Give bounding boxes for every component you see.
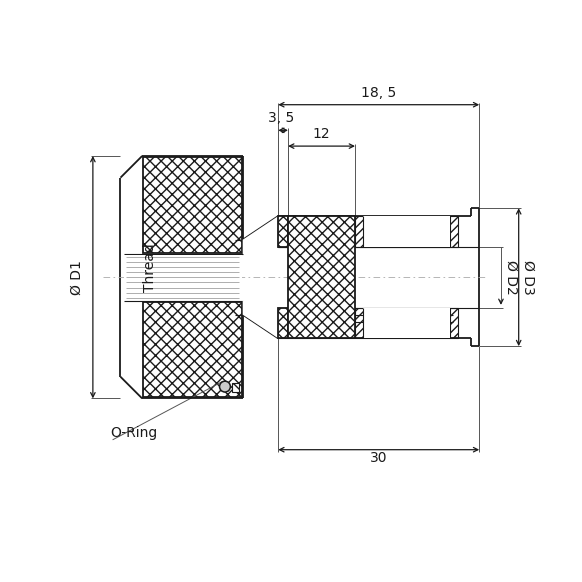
Bar: [232, 383, 239, 392]
Bar: [278, 216, 288, 247]
Text: Ø D3: Ø D3: [521, 260, 535, 294]
Bar: [278, 216, 457, 247]
Bar: [125, 254, 242, 300]
Text: Ø D2: Ø D2: [504, 260, 518, 294]
Polygon shape: [243, 216, 278, 254]
Bar: [143, 302, 242, 398]
Text: 3, 5: 3, 5: [268, 111, 294, 125]
Bar: [278, 308, 457, 338]
Polygon shape: [243, 301, 278, 338]
Text: O-Ring: O-Ring: [111, 426, 158, 440]
Bar: [363, 308, 450, 338]
Text: Ø D1: Ø D1: [70, 260, 84, 294]
Text: 12: 12: [313, 127, 331, 141]
Text: 30: 30: [370, 452, 388, 466]
Text: 18, 5: 18, 5: [361, 86, 396, 100]
Bar: [288, 216, 355, 338]
Text: Thread: Thread: [143, 243, 157, 292]
Bar: [363, 216, 450, 247]
Circle shape: [219, 381, 230, 392]
Bar: [143, 157, 242, 253]
Bar: [278, 308, 288, 338]
